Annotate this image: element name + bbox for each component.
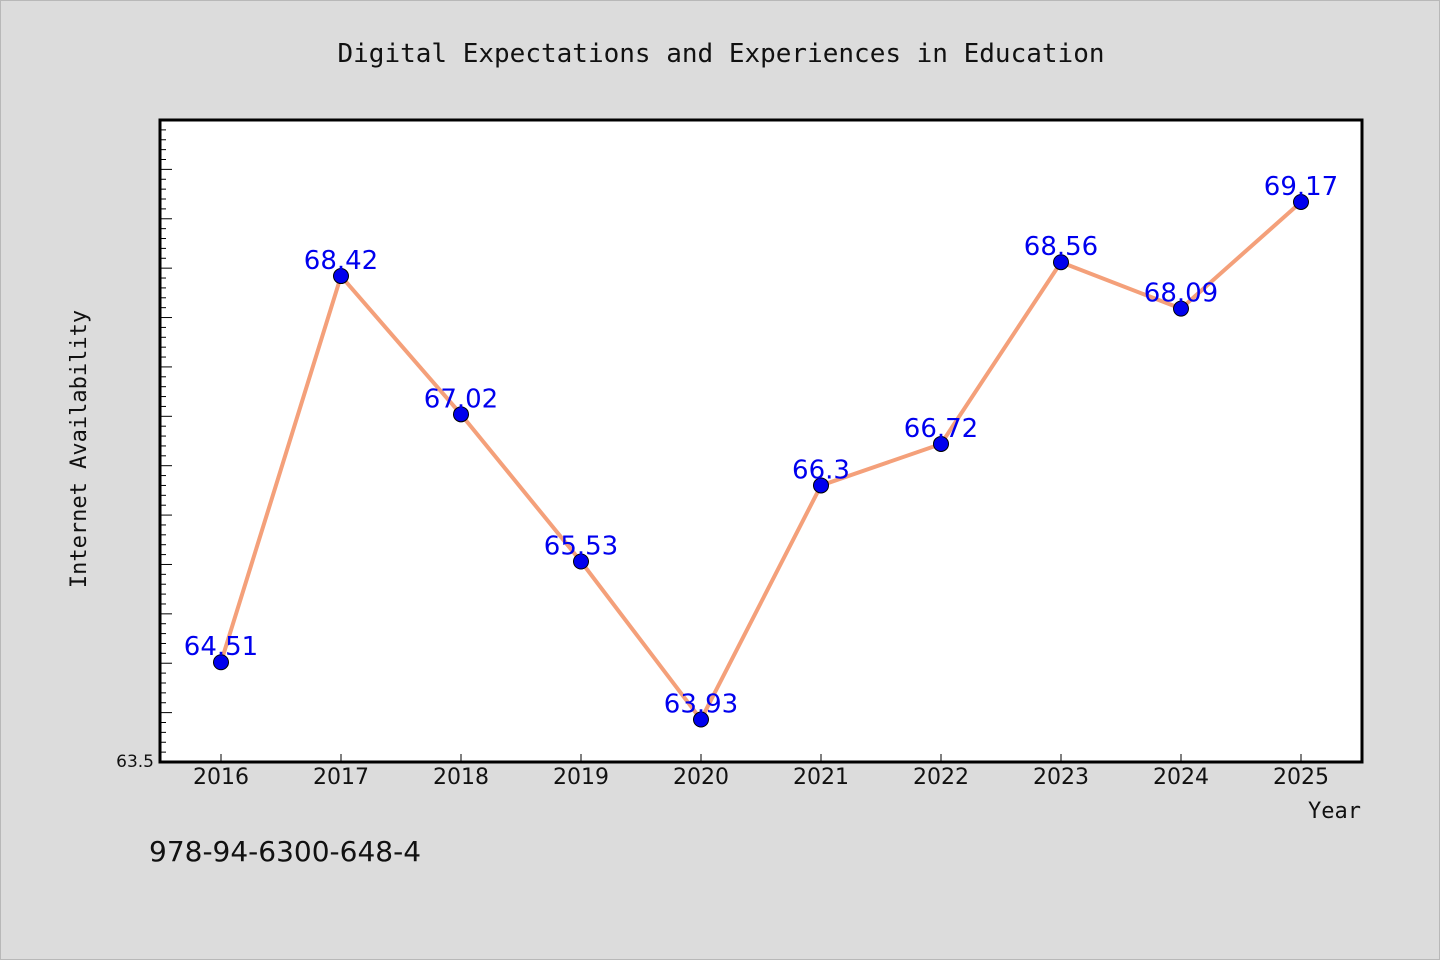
y-tick-label: 63.5 bbox=[116, 752, 154, 772]
x-axis-ticks: 2016 2017 2018 2019 2020 2021 2022 2023 2024 2025 bbox=[193, 754, 1329, 790]
data-point bbox=[693, 711, 709, 728]
y-axis-label: Internet Availability bbox=[67, 310, 92, 588]
series-layer: 64.51 68.42 67.02 65.53 63.93 66.3 66.72 68.56 6… bbox=[184, 172, 1338, 728]
data-point bbox=[453, 406, 469, 423]
x-tick-label: 2018 bbox=[433, 765, 489, 790]
data-point bbox=[933, 435, 949, 452]
x-tick-label: 2016 bbox=[193, 765, 249, 790]
data-label: 66.3 bbox=[792, 455, 850, 485]
data-label: 67.02 bbox=[424, 384, 498, 414]
x-axis-label: Year bbox=[1308, 799, 1361, 824]
data-point bbox=[1173, 300, 1189, 317]
x-tick-label: 2017 bbox=[313, 765, 369, 790]
data-label: 65.53 bbox=[544, 531, 618, 561]
data-label: 69.17 bbox=[1264, 172, 1338, 202]
x-tick-label: 2024 bbox=[1153, 765, 1209, 790]
data-point bbox=[813, 477, 829, 494]
data-label: 64.51 bbox=[184, 632, 258, 662]
x-tick-label: 2025 bbox=[1273, 765, 1329, 790]
data-label: 68.09 bbox=[1144, 279, 1218, 309]
series-line bbox=[219, 200, 1303, 722]
plot-area bbox=[158, 118, 1364, 764]
data-label: 66.72 bbox=[904, 414, 978, 444]
data-label: 63.93 bbox=[664, 690, 738, 720]
isbn-footer: 978-94-6300-648-4 bbox=[149, 835, 422, 868]
data-label: 68.42 bbox=[304, 246, 378, 276]
data-point bbox=[573, 553, 589, 570]
x-tick-label: 2023 bbox=[1033, 765, 1089, 790]
x-tick-label: 2020 bbox=[673, 765, 729, 790]
data-point bbox=[213, 654, 229, 671]
x-tick-label: 2021 bbox=[793, 765, 849, 790]
data-point bbox=[1053, 254, 1069, 271]
y-axis-ticks bbox=[160, 119, 172, 763]
x-tick-label: 2019 bbox=[553, 765, 609, 790]
data-label: 68.56 bbox=[1024, 232, 1098, 262]
x-tick-label: 2022 bbox=[913, 765, 969, 790]
chart-title: Digital Expectations and Experiences in … bbox=[337, 39, 1104, 69]
data-point bbox=[1293, 193, 1309, 210]
data-point bbox=[333, 268, 349, 285]
